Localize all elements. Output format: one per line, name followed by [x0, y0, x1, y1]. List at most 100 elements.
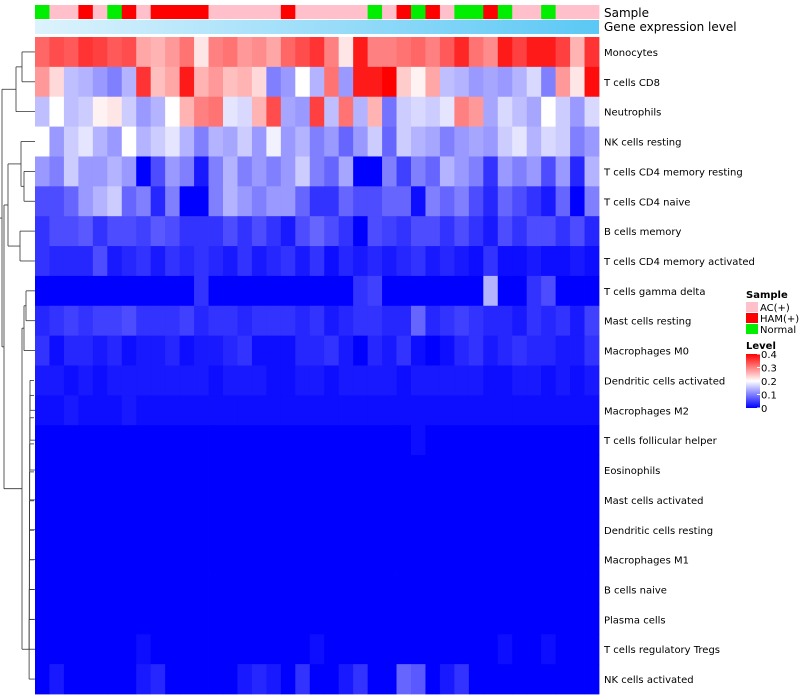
heatmap-cell — [439, 544, 455, 575]
legend-sample-title: Sample — [746, 290, 788, 301]
heatmap-cell — [439, 425, 455, 456]
sample-annotation-bar — [35, 5, 600, 19]
heatmap-cell — [382, 156, 397, 187]
heatmap-cell — [555, 395, 571, 426]
heatmap-cell — [280, 425, 296, 456]
legend-item-label: HAM(+) — [760, 314, 799, 325]
heatmap-cell — [165, 156, 181, 187]
row-label: Macrophages M0 — [604, 347, 689, 358]
heatmap-cell — [280, 484, 296, 516]
heatmap-cell — [35, 335, 50, 366]
heatmap-cell — [223, 455, 238, 486]
heatmap-cell — [237, 275, 253, 307]
heatmap-cell — [454, 156, 470, 187]
heatmap-cell — [584, 216, 600, 247]
sample-annotation-cell — [179, 5, 195, 19]
heatmap-cell — [324, 634, 340, 665]
heatmap-cell — [208, 126, 224, 157]
heatmap-cell — [309, 216, 325, 247]
heatmap-cell — [570, 126, 585, 157]
heatmap-cell — [411, 604, 426, 635]
heatmap-cell — [411, 275, 426, 307]
heatmap-cell — [208, 96, 224, 127]
heatmap-cell — [35, 484, 50, 516]
heatmap-cell — [194, 574, 209, 605]
heatmap-cell — [338, 395, 354, 426]
heatmap-cell — [280, 96, 296, 127]
heatmap-cell — [367, 126, 383, 157]
heatmap-cell — [136, 365, 152, 396]
heatmap-cell — [541, 604, 557, 635]
heatmap-cell — [295, 96, 311, 127]
heatmap-cell — [280, 275, 296, 307]
heatmap-cell — [367, 305, 383, 337]
heatmap-cell — [483, 425, 499, 456]
legend-sample-items: AC(+)HAM(+)Normal — [746, 302, 799, 336]
heatmap-cell — [309, 514, 325, 546]
sample-annotation-cell — [223, 5, 238, 19]
heatmap-cell — [584, 156, 600, 187]
heatmap-cell — [555, 365, 571, 396]
heatmap-cell — [526, 66, 542, 98]
heatmap-cell — [208, 186, 224, 217]
heatmap-cell — [295, 484, 311, 516]
heatmap-cell — [497, 365, 513, 396]
heatmap-cell — [49, 96, 65, 127]
heatmap-cell — [251, 126, 267, 157]
heatmap-cell — [353, 275, 369, 307]
heatmap-cell — [411, 216, 426, 247]
heatmap-cell — [295, 514, 311, 546]
heatmap-cell — [194, 365, 209, 396]
heatmap-cell — [78, 425, 94, 456]
heatmap-cell — [353, 544, 369, 575]
heatmap-cell — [396, 66, 412, 98]
heatmap-cell — [468, 484, 484, 516]
heatmap-cell — [396, 216, 412, 247]
heatmap-cell — [555, 126, 571, 157]
heatmap-cell — [251, 216, 267, 247]
heatmap-cell — [570, 275, 585, 307]
heatmap-cell — [570, 574, 585, 605]
heatmap-cell — [121, 425, 137, 456]
heatmap-cell — [555, 664, 571, 695]
heatmap-cell — [49, 216, 65, 247]
heatmap-cell — [295, 216, 311, 247]
heatmap-cell — [454, 216, 470, 247]
heatmap-cell — [367, 514, 383, 546]
heatmap-cell — [121, 664, 137, 695]
heatmap-cell — [541, 186, 557, 217]
heatmap-cell — [92, 574, 108, 605]
heatmap-cell — [63, 96, 79, 127]
heatmap-cell — [49, 275, 65, 307]
heatmap-cell — [512, 395, 528, 426]
heatmap-cell — [526, 664, 542, 695]
heatmap-cell — [251, 484, 267, 516]
heatmap-cell — [382, 574, 397, 605]
heatmap-cell — [92, 544, 108, 575]
heatmap-cell — [194, 604, 209, 635]
heatmap-cell — [208, 156, 224, 187]
heatmap-cell — [150, 37, 166, 68]
heatmap-cell — [425, 425, 441, 456]
heatmap-cell — [63, 156, 79, 187]
heatmap-cell — [526, 186, 542, 217]
heatmap-cell — [107, 425, 123, 456]
heatmap-cell — [338, 425, 354, 456]
heatmap-cell — [92, 365, 108, 396]
heatmap-cell — [63, 455, 79, 486]
legend-item-label: Normal — [760, 325, 796, 336]
expression-annotation-label: Gene expression level — [604, 20, 737, 34]
heatmap-cell — [251, 425, 267, 456]
heatmap-cell — [179, 335, 195, 366]
heatmap-cell — [223, 544, 238, 575]
heatmap-cell — [121, 156, 137, 187]
heatmap-cell — [570, 634, 585, 665]
heatmap-cell — [454, 275, 470, 307]
heatmap-cell — [179, 37, 195, 68]
heatmap-cell — [92, 305, 108, 337]
heatmap-cell — [49, 186, 65, 217]
heatmap-cell — [309, 574, 325, 605]
heatmap-cell — [353, 395, 369, 426]
sample-annotation-cell — [165, 5, 181, 19]
sample-annotation-cell — [570, 5, 585, 19]
